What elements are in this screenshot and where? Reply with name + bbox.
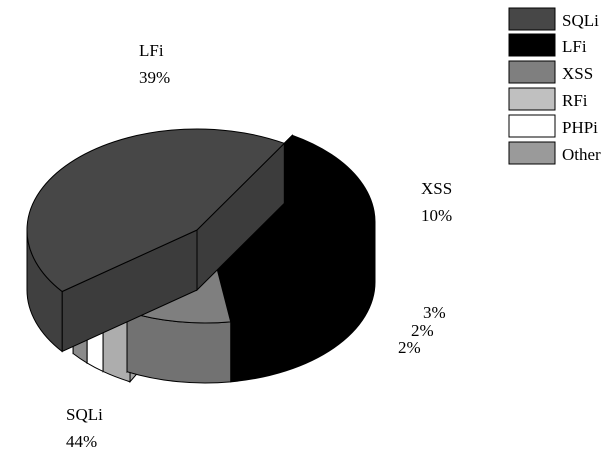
label-xss-name: XSS <box>421 179 452 198</box>
legend-label-phpi: PHPi <box>562 118 598 137</box>
legend-swatch-rfi <box>508 87 556 111</box>
legend-swatch-sqli <box>508 7 556 31</box>
label-lfi-name: LFi <box>139 41 164 60</box>
label-rfi-pct: 3% <box>423 303 446 322</box>
legend-label-lfi: LFi <box>562 37 587 56</box>
slice-sqli <box>26 128 286 293</box>
label-xss-pct: 10% <box>421 206 452 225</box>
legend-label-rfi: RFi <box>562 91 588 110</box>
legend-label-xss: XSS <box>562 64 593 83</box>
label-sqli-name: SQLi <box>66 405 103 424</box>
label-lfi-pct: 39% <box>139 68 170 87</box>
label-phpi-pct: 2% <box>411 321 434 340</box>
pie-slices <box>26 128 376 384</box>
legend-swatch-xss <box>508 60 556 84</box>
label-sqli-pct: 44% <box>66 432 97 451</box>
legend-swatch-phpi <box>508 114 556 138</box>
legend-swatch-lfi <box>508 33 556 57</box>
legend-swatch-other <box>508 141 556 165</box>
legend-label-sqli: SQLi <box>562 11 599 30</box>
label-other-pct: 2% <box>398 338 421 357</box>
legend: SQLi LFi XSS RFi PHPi Other <box>508 7 601 165</box>
legend-label-other: Other <box>562 145 601 164</box>
